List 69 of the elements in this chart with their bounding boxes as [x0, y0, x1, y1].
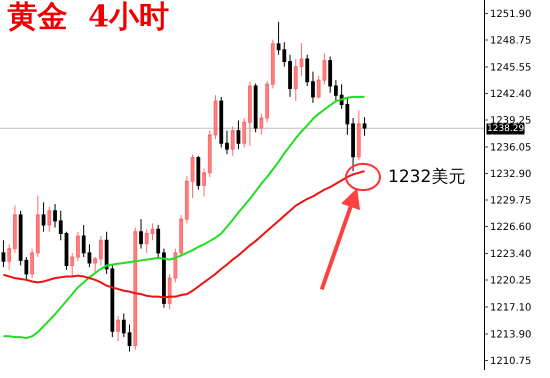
- candlestick: [362, 116, 366, 136]
- candlestick: [300, 42, 304, 76]
- candlestick: [98, 235, 103, 266]
- candlestick: [254, 82, 258, 133]
- candlestick: [214, 94, 218, 140]
- candlestick: [36, 195, 40, 258]
- candlestick: [116, 316, 120, 342]
- y-tick-label: 1236.05: [490, 142, 532, 154]
- candlestick: [196, 155, 200, 190]
- candlestick: [30, 248, 34, 279]
- chart-title: 黄金 4小时: [7, 0, 170, 35]
- candlestick: [70, 252, 74, 276]
- candlestick: [356, 110, 361, 161]
- candlestick: [42, 202, 46, 232]
- y-tick-label: 1210.75: [490, 356, 532, 367]
- candlestick: [13, 205, 17, 254]
- line-series: [2, 96, 366, 339]
- y-tick-label: 1223.40: [490, 249, 532, 260]
- candlestick: [219, 96, 224, 148]
- y-tick-label: 1232.90: [490, 169, 532, 180]
- candlestick: [128, 324, 132, 352]
- candlestick: [270, 39, 275, 89]
- candlestick: [139, 218, 143, 250]
- candlestick: [18, 210, 23, 266]
- candlestick: [168, 273, 172, 310]
- y-tick-label: 1229.75: [490, 196, 532, 207]
- candlestick: [208, 130, 212, 178]
- candlestick: [64, 231, 68, 270]
- candlestick: [122, 313, 126, 338]
- candlestick: [24, 256, 28, 282]
- candlestick: [144, 228, 149, 254]
- candlestick: [88, 244, 92, 268]
- candlestick: [76, 231, 80, 262]
- candlestick: [248, 81, 252, 146]
- candlestick: [2, 240, 6, 268]
- candlestick: [225, 130, 229, 155]
- candlestick: [104, 231, 109, 274]
- y-tick-label: 1245.55: [490, 62, 532, 74]
- y-tick-label: 1217.10: [490, 302, 532, 314]
- candlestick: [47, 206, 52, 232]
- candlestick: [82, 224, 86, 258]
- candlestick: [93, 256, 98, 274]
- candlestick: [230, 126, 235, 156]
- candlestick: [316, 75, 321, 100]
- candlestick: [7, 244, 12, 270]
- candlestick: [288, 54, 292, 98]
- candlestick: [162, 248, 166, 308]
- candlestick: [322, 52, 326, 85]
- candlestick: [282, 42, 286, 68]
- candlestick: [294, 58, 298, 102]
- candlestick: [328, 56, 332, 94]
- candlestick: [236, 120, 240, 150]
- candlestick: [311, 71, 315, 104]
- candlestick: [305, 54, 310, 86]
- candlestick: [242, 118, 246, 148]
- candlestick: [202, 168, 206, 197]
- candlestick: [58, 210, 63, 241]
- y-tick-label: 1226.60: [490, 222, 532, 234]
- text: 1232美元: [388, 167, 466, 187]
- y-tick-label: 1220.25: [490, 276, 532, 287]
- y-tick-label: 1248.75: [490, 36, 532, 47]
- candlestick: [53, 203, 57, 228]
- candlestick: [150, 222, 154, 241]
- y-tick-label: 1242.40: [490, 89, 532, 100]
- candlestick: [110, 264, 114, 338]
- y-tick-label: 1251.90: [490, 8, 532, 20]
- y-tick-label: 1213.90: [490, 329, 532, 340]
- candlestick: [156, 224, 160, 258]
- candlestick: [276, 21, 280, 56]
